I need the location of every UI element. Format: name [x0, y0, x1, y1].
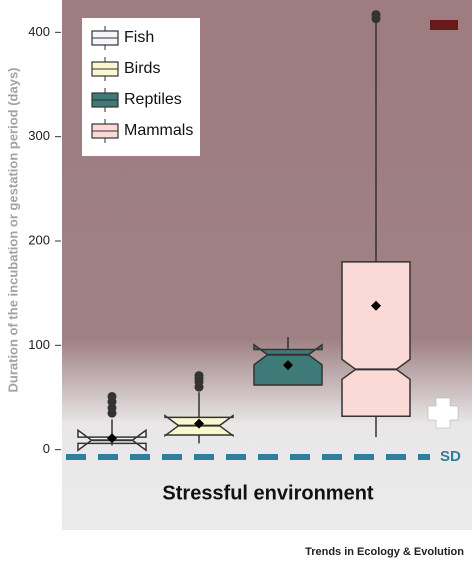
legend-label: Birds — [124, 60, 160, 77]
outlier — [194, 371, 204, 381]
legend-label: Mammals — [124, 122, 193, 139]
legend-label: Reptiles — [124, 91, 182, 108]
mean — [371, 300, 381, 311]
y-tick-label: 0 — [43, 441, 50, 456]
environment-label: Stressful environment — [162, 482, 374, 504]
outlier — [371, 10, 381, 20]
box — [341, 261, 411, 418]
outlier — [107, 391, 117, 401]
marker-bar — [430, 20, 458, 30]
mean — [107, 433, 117, 444]
legend-label: Fish — [124, 29, 154, 46]
y-tick-label: 300 — [28, 128, 50, 143]
source: Trends in Ecology & Evolution — [305, 546, 464, 558]
outlier — [107, 403, 117, 413]
y-tick-label: 200 — [28, 232, 50, 247]
legend: Fish Birds Reptiles Mammals — [82, 18, 200, 156]
sd-label: SD — [440, 448, 461, 465]
mean — [283, 360, 293, 371]
y-tick-label: 400 — [28, 24, 50, 39]
y-tick-label: 100 — [28, 337, 50, 352]
mean — [194, 418, 204, 429]
y-axis-label: Duration of the incubation or gestation … — [5, 67, 20, 392]
plus-icon — [427, 397, 459, 429]
